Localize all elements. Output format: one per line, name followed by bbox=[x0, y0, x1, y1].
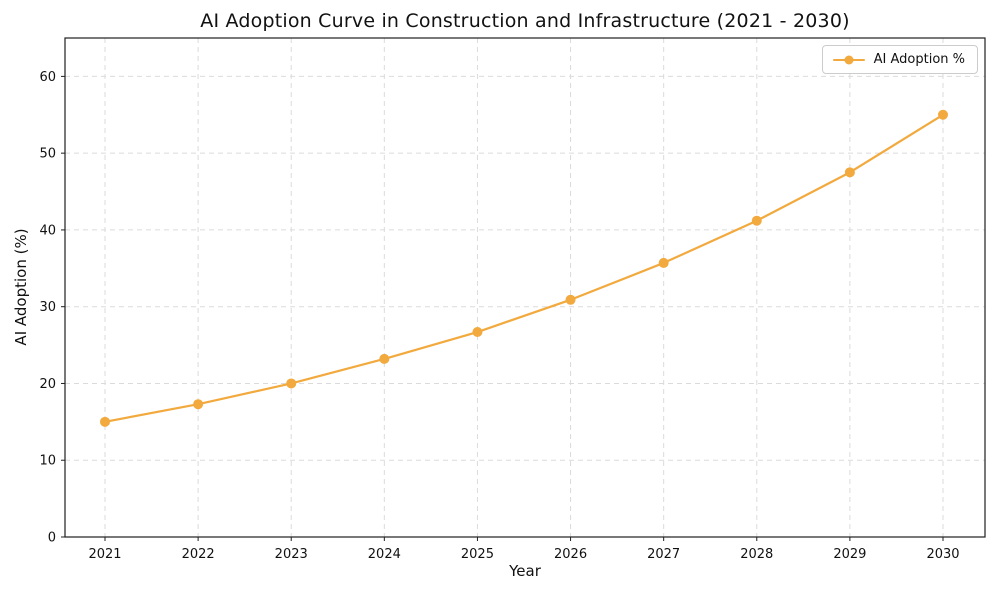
x-tick-label: 2030 bbox=[926, 547, 959, 562]
series-line bbox=[104, 113, 944, 423]
data-point-marker bbox=[565, 294, 576, 305]
y-tick-label: 60 bbox=[39, 70, 56, 85]
data-point-marker bbox=[193, 399, 204, 410]
y-tick-label: 40 bbox=[39, 223, 56, 238]
x-tick-label: 2029 bbox=[833, 547, 866, 562]
plot-spines bbox=[64, 37, 986, 538]
y-tick-label: 20 bbox=[39, 377, 56, 392]
x-tick-label: 2028 bbox=[740, 547, 773, 562]
data-point-marker bbox=[100, 416, 110, 427]
x-tick-label: 2026 bbox=[554, 547, 587, 562]
y-tick-label: 10 bbox=[39, 454, 56, 469]
legend-line-marker-icon bbox=[832, 55, 865, 65]
data-point-marker bbox=[658, 257, 669, 268]
x-axis-label: Year bbox=[509, 562, 541, 580]
y-tick-label: 50 bbox=[39, 147, 56, 162]
x-tick-label: 2024 bbox=[368, 547, 401, 562]
data-point-marker bbox=[379, 353, 390, 364]
data-point-marker bbox=[844, 167, 855, 178]
data-point-marker bbox=[938, 109, 948, 120]
x-tick-label: 2027 bbox=[647, 547, 680, 562]
x-tick-label: 2022 bbox=[182, 547, 215, 562]
x-tick-label: 2023 bbox=[275, 547, 308, 562]
legend-label: AI Adoption % bbox=[873, 52, 965, 67]
legend-marker-dot bbox=[844, 55, 854, 64]
x-tick-label: 2025 bbox=[461, 547, 494, 562]
chart-title: AI Adoption Curve in Construction and In… bbox=[200, 10, 850, 32]
data-point-marker bbox=[472, 327, 483, 338]
x-tick-label: 2021 bbox=[88, 547, 121, 562]
data-point-marker bbox=[751, 215, 762, 226]
y-tick-label: 0 bbox=[48, 531, 56, 546]
data-point-marker bbox=[286, 378, 297, 389]
legend: AI Adoption % bbox=[821, 45, 978, 74]
y-tick-label: 30 bbox=[39, 300, 56, 315]
